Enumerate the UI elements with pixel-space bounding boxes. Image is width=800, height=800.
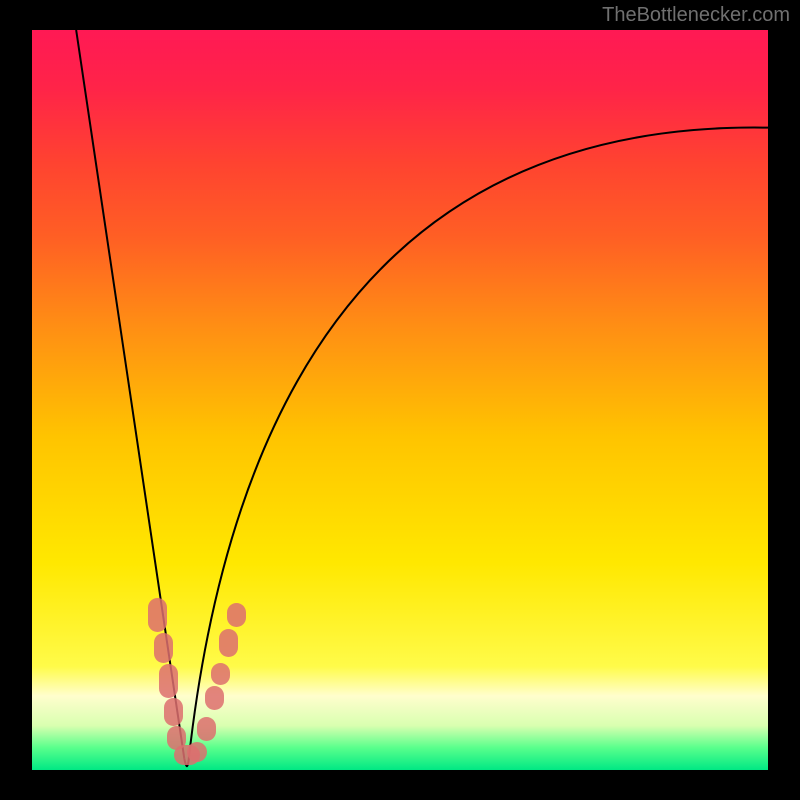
data-marker [219, 629, 238, 657]
data-marker [159, 664, 178, 698]
data-marker [148, 598, 167, 632]
data-marker [227, 603, 246, 627]
data-marker [187, 742, 207, 762]
data-marker [211, 663, 230, 685]
chart-container: TheBottlenecker.com [0, 0, 800, 800]
data-marker [154, 633, 173, 663]
attribution-label: TheBottlenecker.com [602, 4, 790, 27]
data-marker [197, 717, 216, 741]
data-marker [205, 686, 224, 710]
data-marker [164, 698, 183, 726]
markers-layer [0, 0, 800, 800]
